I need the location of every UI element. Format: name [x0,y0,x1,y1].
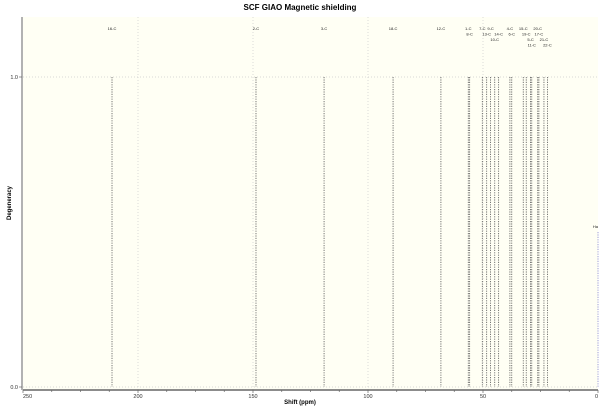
peak-label: 10-C [490,37,499,42]
peak-label: 12-C [437,26,446,31]
peak-label: 4-C [507,26,514,31]
x-tick-label: 250 [23,394,32,400]
peak-label: 7-C [479,26,486,31]
x-tick-label: 100 [363,394,372,400]
peak-label: 19-C [522,32,531,37]
peak-label: 22-C [543,43,552,48]
peak-label: 11-C [528,43,536,48]
peak-label: 5-C [527,37,534,42]
peak-label: 2-C [253,26,260,31]
y-tick-label: 0.0 [10,385,18,391]
peak-label: 21-C [540,37,549,42]
peak-label: 14-C [494,32,503,37]
chart-title: SCF GIAO Magnetic shielding [243,3,357,12]
peak-label: 16-C [108,26,117,31]
peak-label: Ha [593,224,599,229]
peak-label: 1-C [465,26,472,31]
peak-label: 13-C [482,32,491,37]
peak-label: 17-C [535,32,544,37]
peak-label: 8-C [466,32,473,37]
peak-label: 9-C [487,26,494,31]
y-tick-label: 1.0 [10,75,18,81]
x-tick-label: 150 [248,394,257,400]
x-axis-label: Shift (ppm) [284,400,316,406]
peak-label: 18-C [389,26,398,31]
peak-label: 15-C [519,26,528,31]
peak-label: 20-C [533,26,542,31]
peak-label: 6-C [509,32,516,37]
peak-label: 3-C [321,26,328,31]
plot-background [23,17,598,390]
x-tick-label: 50 [480,394,486,400]
x-tick-label: 0 [595,394,598,400]
x-tick-label: 200 [133,394,142,400]
